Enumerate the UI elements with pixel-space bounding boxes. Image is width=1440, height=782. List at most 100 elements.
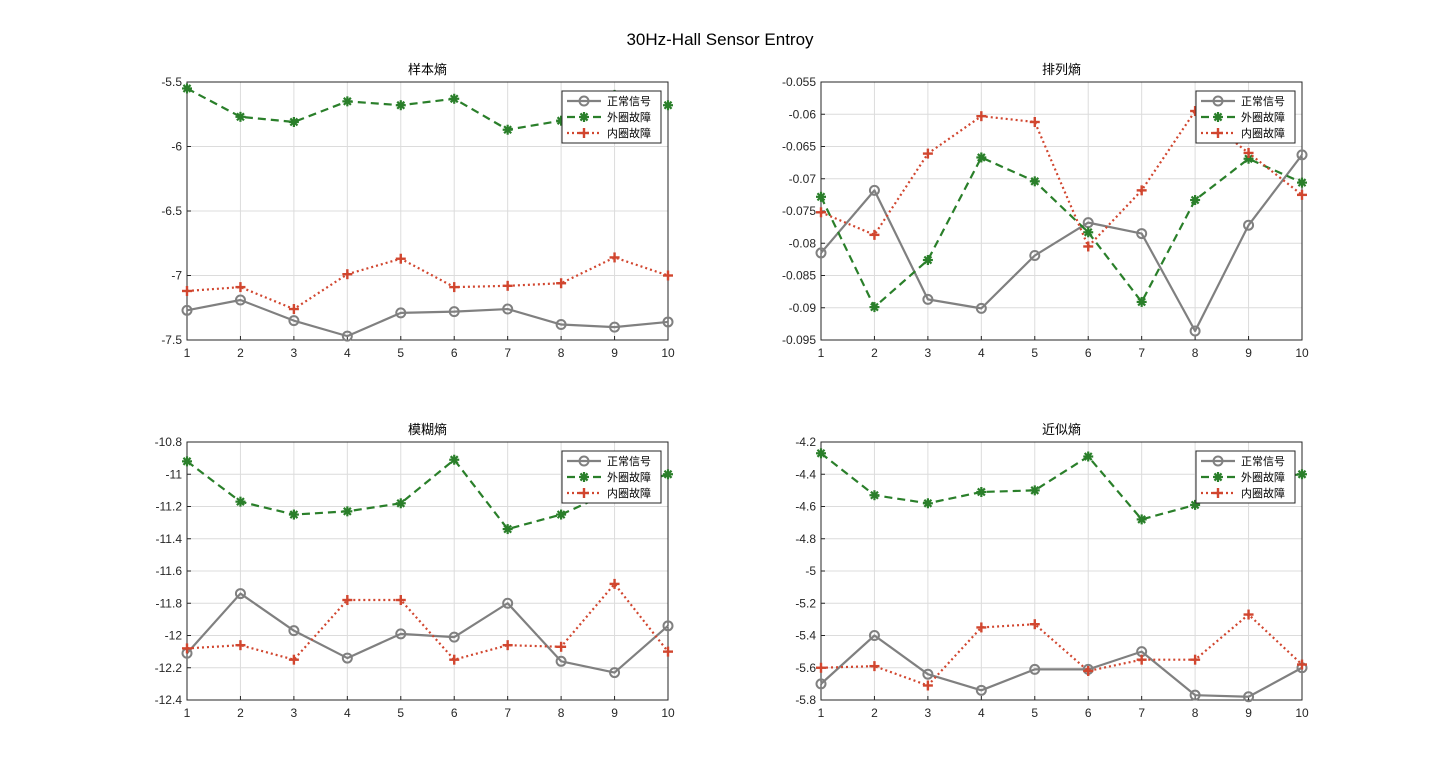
data-point xyxy=(288,304,299,315)
data-point xyxy=(181,304,193,316)
x-tick-label: 4 xyxy=(978,346,985,360)
subplot-2: 1 2 3 4 5 6 7 8 9 10 -0.055 -0.06 -0.065 -0.07 -0.075 -… xyxy=(782,62,1309,360)
data-point xyxy=(502,597,514,609)
data-point xyxy=(449,454,460,465)
legend-label: 外圈故障 xyxy=(607,470,651,484)
data-point xyxy=(556,641,567,652)
x-tick-label: 9 xyxy=(1245,346,1252,360)
legend-marker xyxy=(579,472,589,482)
data-point xyxy=(868,184,880,196)
series-line xyxy=(820,154,1303,333)
data-point xyxy=(663,469,673,480)
y-tick-label: -4.2 xyxy=(795,435,816,449)
y-tick-label: -12.2 xyxy=(155,661,183,675)
series-line xyxy=(186,298,669,338)
legend-marker xyxy=(578,95,590,107)
x-tick-label: 3 xyxy=(291,346,298,360)
legend-label: 外圈故障 xyxy=(1241,470,1285,484)
y-tick-label: -0.065 xyxy=(782,140,816,154)
subplot-title: 样本熵 xyxy=(408,62,447,78)
y-tick-label: -12 xyxy=(165,629,183,643)
legend-label: 正常信号 xyxy=(607,95,651,108)
series-3 xyxy=(182,578,673,665)
data-point xyxy=(609,252,620,263)
x-tick-label: 5 xyxy=(1031,346,1038,360)
legend-box xyxy=(1195,90,1296,144)
data-point xyxy=(448,631,460,643)
data-point xyxy=(502,280,513,291)
legend-marker xyxy=(1213,472,1223,482)
data-point xyxy=(1029,619,1040,630)
y-tick-label: -5.2 xyxy=(795,596,816,610)
data-point xyxy=(288,509,299,520)
subplot-title: 近似熵 xyxy=(1042,422,1081,438)
legend-label: 内圈故障 xyxy=(607,486,651,500)
y-tick-label: -0.095 xyxy=(782,333,816,347)
series-line xyxy=(820,634,1303,698)
legend-label: 内圈故障 xyxy=(1241,486,1285,500)
legend-label: 正常信号 xyxy=(1241,455,1285,468)
data-point xyxy=(449,654,460,665)
x-tick-label: 10 xyxy=(661,346,675,360)
legend-marker xyxy=(579,112,589,122)
subplot-title: 排列熵 xyxy=(1042,62,1081,78)
data-point xyxy=(1083,227,1094,238)
data-point xyxy=(1189,325,1201,337)
y-tick-label: -4.6 xyxy=(795,500,816,514)
x-tick-label: 7 xyxy=(1138,346,1145,360)
data-point xyxy=(922,498,933,509)
series-3 xyxy=(816,609,1307,691)
legend-label: 内圈故障 xyxy=(1241,126,1285,140)
data-point xyxy=(555,319,567,331)
data-point xyxy=(922,255,933,266)
data-point xyxy=(1243,147,1254,158)
x-tick-label: 10 xyxy=(1295,346,1309,360)
x-tick-label: 9 xyxy=(611,346,618,360)
data-point xyxy=(1029,663,1041,675)
y-tick-label: -0.085 xyxy=(782,269,816,283)
data-point xyxy=(1296,149,1308,161)
data-point xyxy=(975,302,987,314)
x-tick-label: 5 xyxy=(397,706,404,720)
x-tick-label: 6 xyxy=(1085,706,1092,720)
series-line xyxy=(186,582,669,661)
data-point xyxy=(395,253,406,264)
y-tick-label: -11.4 xyxy=(156,532,183,546)
data-point xyxy=(609,667,621,679)
series-1 xyxy=(181,588,674,679)
x-tick-label: 8 xyxy=(1192,706,1199,720)
series-line xyxy=(186,256,669,311)
legend-marker xyxy=(578,455,590,467)
data-point xyxy=(395,307,407,319)
legend-label: 内圈故障 xyxy=(607,126,651,140)
data-point xyxy=(976,486,987,497)
data-point xyxy=(976,152,987,163)
data-point xyxy=(662,316,674,328)
x-tick-label: 6 xyxy=(451,346,458,360)
x-tick-label: 7 xyxy=(504,706,511,720)
series-line xyxy=(186,87,669,131)
data-point xyxy=(869,661,880,672)
data-point xyxy=(816,191,826,202)
series-line xyxy=(820,156,1303,309)
x-tick-label: 6 xyxy=(451,706,458,720)
y-tick-label: -0.09 xyxy=(789,301,817,315)
data-point xyxy=(1136,514,1147,525)
data-point xyxy=(976,622,987,633)
legend-marker xyxy=(1212,95,1224,107)
legend-box xyxy=(1195,450,1296,504)
data-point xyxy=(663,100,673,111)
data-point xyxy=(1029,250,1041,262)
data-point xyxy=(182,456,192,467)
data-point xyxy=(395,595,406,606)
y-tick-label: -0.075 xyxy=(782,204,816,218)
data-point xyxy=(342,96,353,107)
data-point xyxy=(1083,241,1094,252)
data-point xyxy=(1136,296,1147,307)
data-point xyxy=(816,448,826,459)
data-point xyxy=(1297,177,1307,188)
x-tick-label: 7 xyxy=(504,346,511,360)
